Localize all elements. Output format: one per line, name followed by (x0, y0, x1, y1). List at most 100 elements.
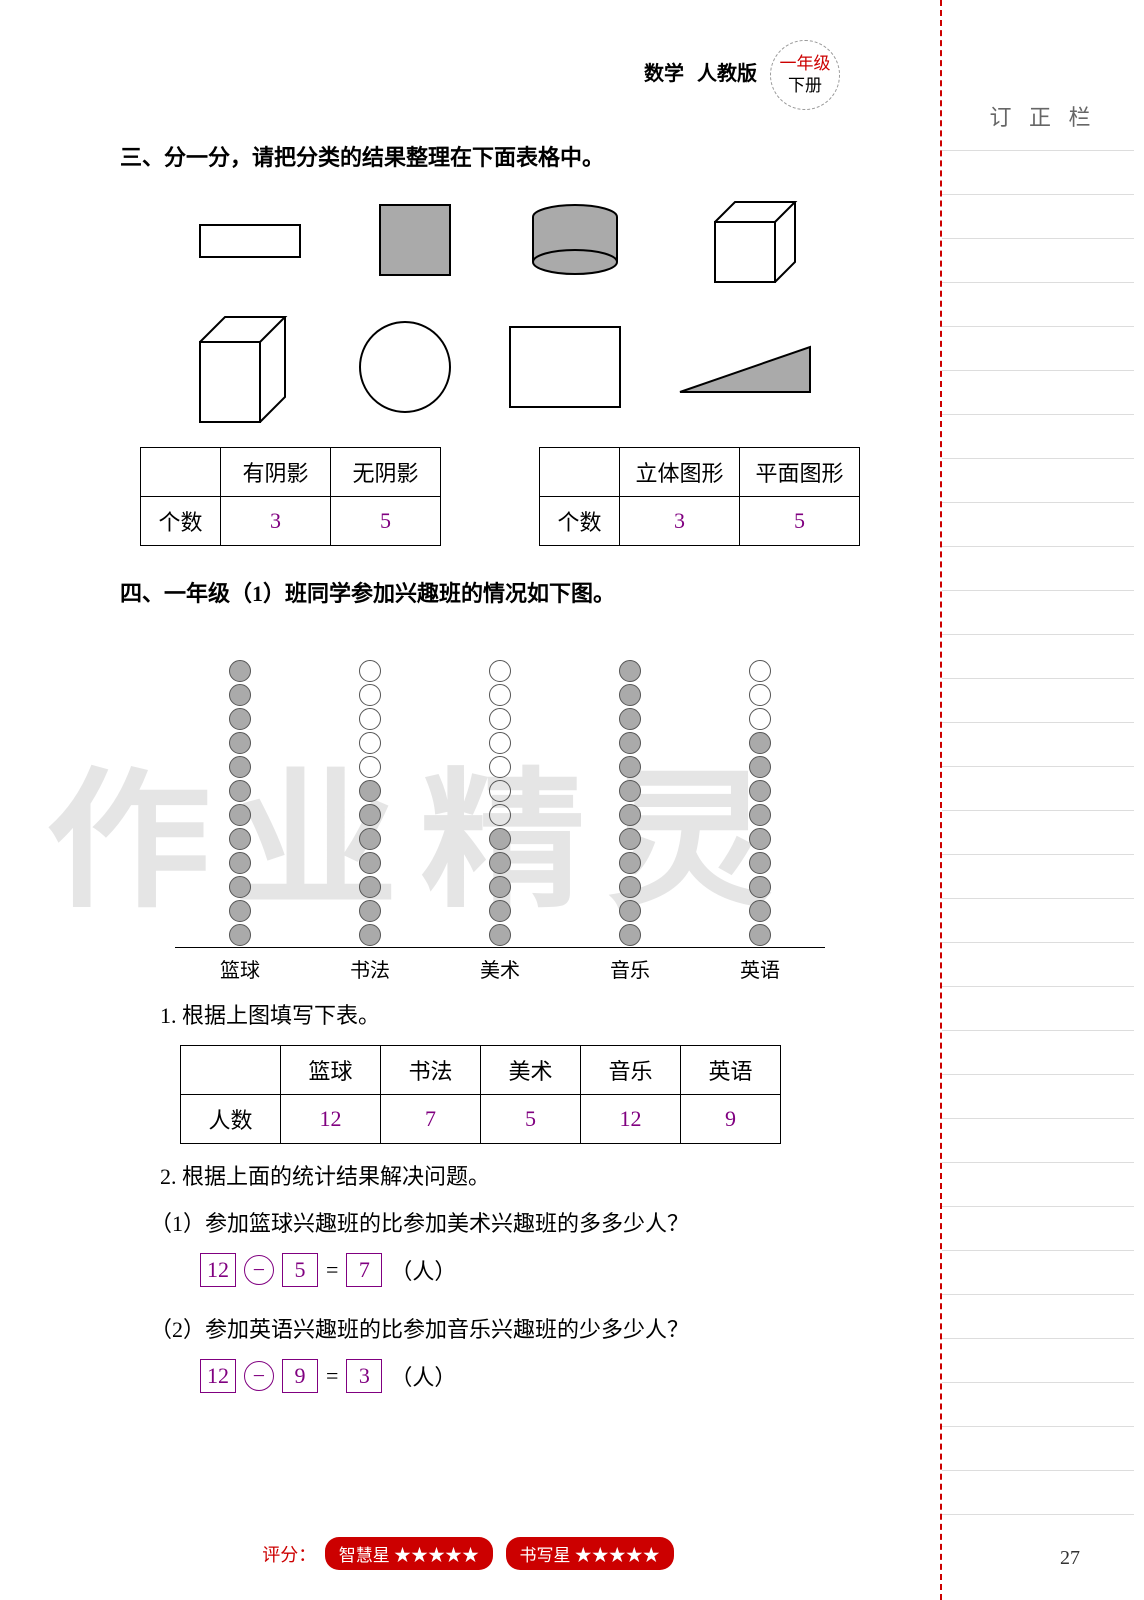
chart-dot (619, 828, 641, 850)
correction-title: 订 正 栏 (942, 100, 1144, 132)
equals-sign-2: = (326, 1363, 338, 1389)
chart-dot (229, 924, 251, 946)
ruled-line (942, 1470, 1134, 1471)
ruled-line (942, 502, 1134, 503)
chart-dot (489, 804, 511, 826)
sub-question-1: （1）参加篮球兴趣班的比参加美术兴趣班的多多少人？ (150, 1206, 880, 1238)
chart-label: 音乐 (610, 954, 650, 983)
ruled-line (942, 282, 1134, 283)
eq2-unit: （人） (390, 1360, 456, 1392)
ruled-line (942, 1338, 1134, 1339)
chart-column (749, 659, 771, 947)
table-header: 音乐 (581, 1046, 681, 1095)
chart-dot (749, 660, 771, 682)
chart-dot (619, 660, 641, 682)
chart-dot (229, 828, 251, 850)
chart-dot (749, 900, 771, 922)
ruled-line (942, 1250, 1134, 1251)
eq1-unit: （人） (390, 1254, 456, 1286)
chart-column (229, 659, 251, 947)
shapes-row-2 (160, 307, 840, 427)
ruled-line (942, 1426, 1134, 1427)
row-count-label: 个数 (141, 497, 221, 546)
ruled-line (942, 414, 1134, 415)
chart-dot (359, 900, 381, 922)
table-header: 书法 (381, 1046, 481, 1095)
ruled-line (942, 678, 1134, 679)
ruled-line (942, 634, 1134, 635)
chart-dot (619, 804, 641, 826)
chart-dot (619, 756, 641, 778)
chart-dot (749, 876, 771, 898)
chart-dot (749, 924, 771, 946)
triangle-filled-icon (675, 337, 815, 397)
chart-dot (749, 756, 771, 778)
chart-dot (359, 684, 381, 706)
chart-dot (619, 900, 641, 922)
page-footer: 评分： 智慧星 ★★★★★ 书写星 ★★★★★ 27 (0, 1537, 940, 1570)
ruled-line (942, 370, 1134, 371)
ruled-line (942, 1514, 1134, 1515)
chart-dot (489, 780, 511, 802)
chart-dot (229, 756, 251, 778)
sub-question-2: （2）参加英语兴趣班的比参加音乐兴趣班的少多少人？ (150, 1312, 880, 1344)
chart-dot (749, 780, 771, 802)
chart-dot (489, 876, 511, 898)
classification-table-1: 有阴影无阴影 个数35 (140, 447, 441, 546)
th-unshaded: 无阴影 (331, 448, 441, 497)
ruled-line (942, 898, 1134, 899)
ruled-line (942, 546, 1134, 547)
eq1-a: 12 (200, 1253, 236, 1287)
chart-dot (749, 708, 771, 730)
chart-label: 英语 (740, 954, 780, 983)
table-header: 篮球 (281, 1046, 381, 1095)
chart-dot (619, 708, 641, 730)
chart-dot (619, 780, 641, 802)
chart-dot (359, 876, 381, 898)
ruled-line (942, 150, 1134, 151)
ruled-line (942, 766, 1134, 767)
grade-badge: 一年级 下册 (770, 40, 840, 110)
table-value: 12 (581, 1095, 681, 1144)
chart-dot (619, 924, 641, 946)
ruled-line (942, 722, 1134, 723)
eq1-op: − (244, 1255, 274, 1285)
eq2-op: − (244, 1361, 274, 1391)
chart-dot (229, 708, 251, 730)
eq2-r: 3 (346, 1359, 382, 1393)
ruled-line (942, 238, 1134, 239)
square-filled-icon (375, 200, 455, 280)
ruled-line (942, 1118, 1134, 1119)
chart-dot (359, 852, 381, 874)
ruled-line (942, 1294, 1134, 1295)
chart-dot (619, 852, 641, 874)
ruled-line (942, 986, 1134, 987)
chart-label: 美术 (480, 954, 520, 983)
chart-dot (359, 732, 381, 754)
equals-sign: = (326, 1257, 338, 1283)
correction-column: 订 正 栏 (940, 0, 1144, 1600)
table-header: 英语 (681, 1046, 781, 1095)
chart-dot (619, 876, 641, 898)
grade-text: 一年级 (780, 54, 831, 73)
chart-column (359, 659, 381, 947)
chart-dot (489, 756, 511, 778)
chart-dot (749, 852, 771, 874)
page-header: 数学 人教版 一年级 下册 (120, 40, 880, 110)
chart-dot (359, 924, 381, 946)
equation-2: 12 − 9 = 3 （人） (200, 1359, 880, 1393)
chart-dot (619, 732, 641, 754)
chart-dot (359, 660, 381, 682)
ruled-line (942, 1074, 1134, 1075)
ruled-line (942, 854, 1134, 855)
rectangle-outline-icon (195, 215, 305, 265)
row-count-label-2: 个数 (540, 497, 620, 546)
subject-label: 数学 (644, 57, 684, 86)
question-4-2: 2. 根据上面的统计结果解决问题。 (160, 1159, 880, 1191)
writing-badge: 书写星 ★★★★★ (506, 1537, 674, 1570)
question-4-1: 1. 根据上图填写下表。 (160, 998, 880, 1030)
table-header: 美术 (481, 1046, 581, 1095)
chart-dot (489, 732, 511, 754)
chart-dot (749, 804, 771, 826)
ruled-line (942, 326, 1134, 327)
